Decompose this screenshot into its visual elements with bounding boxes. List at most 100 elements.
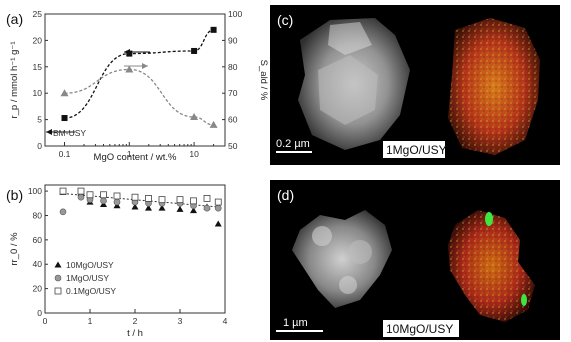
- data-point-square: [176, 196, 184, 204]
- data-point-triangle: [125, 65, 134, 73]
- data-point-square: [190, 197, 197, 205]
- series-a: [60, 26, 218, 128]
- data-point-triangle: [190, 207, 197, 214]
- y-tick-label: 100: [28, 186, 42, 196]
- data-point-triangle: [131, 203, 139, 210]
- sample-label-bg-c: [383, 141, 445, 158]
- data-point-circle: [203, 204, 211, 212]
- data-point-circle: [54, 274, 62, 282]
- y-tick-label: 0: [37, 141, 42, 151]
- micrograph-c-edx-map: [448, 18, 540, 155]
- left-ticks-a: 0 5 10 15 20 25: [33, 9, 48, 151]
- chart-b: (b) 0 20 40 60 80 100 0 1 2 3 4 10MgO/USY 1MgO/USY…: [6, 184, 228, 339]
- data-point-square: [191, 47, 198, 54]
- data-point-square: [59, 187, 67, 195]
- data-point-square: [54, 287, 62, 295]
- arrow-left-icon: [46, 129, 52, 135]
- data-point-square: [77, 187, 85, 195]
- xlabel-a: MgO content / wt.%: [94, 152, 177, 163]
- data-point-circle: [100, 197, 107, 205]
- sample-label-bg-d: [383, 320, 459, 337]
- ylabel-right-a: S_ald / %: [258, 60, 269, 101]
- panel-label-c: (c): [277, 12, 293, 28]
- y-tick-label: 80: [33, 210, 43, 220]
- legend-label: 10MgO/USY: [66, 260, 114, 270]
- data-point-triangle: [145, 204, 152, 211]
- y-right-tick-label: 70: [228, 88, 238, 98]
- data-point-square: [214, 198, 222, 206]
- panel-label-a: (a): [6, 11, 23, 27]
- x-tick-label: 2: [133, 316, 138, 326]
- x-tick-label: 4: [223, 316, 228, 326]
- data-point-square: [158, 196, 166, 204]
- x-ticks-b: 0 1 2 3 4: [43, 309, 228, 326]
- y-tick-label: 25: [33, 9, 43, 19]
- ylabel-left-a: r_p / mmol h⁻¹ g⁻¹: [9, 41, 20, 118]
- y-right-tick-label: 100: [228, 9, 242, 19]
- green-spot: [485, 212, 493, 226]
- legend-label: 0.1MgO/USY: [66, 286, 116, 296]
- data-point-square: [210, 26, 217, 33]
- scale-bar-label-c: 0.2 µm: [276, 138, 310, 150]
- arrow-right-icon: [142, 63, 148, 69]
- micrograph-d-stem: [292, 210, 392, 308]
- green-spot: [521, 294, 527, 306]
- data-point-circle: [214, 204, 222, 212]
- y-right-tick-label: 90: [228, 35, 238, 45]
- data-point-triangle: [214, 220, 222, 227]
- legend-b: 10MgO/USY 1MgO/USY 0.1MgO/USY: [54, 260, 116, 296]
- y-tick-label: 10: [33, 88, 43, 98]
- panel-label-b: (b): [6, 187, 23, 203]
- series-b: [59, 187, 222, 227]
- xlabel-b: t / h: [127, 328, 143, 339]
- data-point-square: [203, 195, 211, 202]
- sample-label-c: 1MgO/USY: [386, 143, 447, 157]
- y-tick-label: 60: [33, 235, 43, 245]
- data-point-circle: [113, 198, 121, 206]
- x-ticks-a: 0.1 1 10: [59, 142, 215, 159]
- annotation-label: BM-USY: [53, 128, 86, 138]
- data-point-triangle: [176, 205, 184, 212]
- series-line: [64, 68, 214, 126]
- x-tick-label: 3: [178, 316, 183, 326]
- micrograph-c: (c) 0.2 µm 1MgO/USY: [270, 5, 560, 165]
- y-tick-label: 15: [33, 62, 43, 72]
- micrograph-d: (d) 1 µm 10MgO/USY: [270, 180, 560, 340]
- y-ticks-b: 0 20 40 60 80 100: [28, 186, 48, 318]
- data-point-triangle: [54, 261, 62, 268]
- y-tick-label: 0: [37, 308, 42, 318]
- data-point-triangle: [190, 112, 199, 120]
- legend-label: 1MgO/USY: [66, 273, 109, 283]
- data-point-circle: [77, 193, 85, 201]
- bm-usy-annotation: BM-USY: [46, 128, 86, 138]
- y-right-tick-label: 80: [228, 62, 238, 72]
- x-tick-label: 10: [189, 149, 199, 159]
- data-point-triangle: [60, 89, 69, 97]
- right-ticks-a: 50 60 70 80 90 100: [222, 9, 242, 151]
- x-tick-label: 1: [127, 149, 132, 159]
- y-right-tick-label: 50: [228, 141, 238, 151]
- sample-label-d: 10MgO/USY: [386, 322, 453, 336]
- data-point-square: [113, 192, 121, 200]
- x-tick-label: 0.1: [59, 149, 71, 159]
- data-point-square: [100, 191, 107, 199]
- data-point-square: [86, 191, 94, 199]
- y-tick-label: 20: [33, 284, 43, 294]
- axes-frame-a: [44, 13, 226, 147]
- data-point-square: [131, 193, 139, 201]
- y-tick-label: 40: [33, 259, 43, 269]
- data-point-triangle: [209, 120, 218, 128]
- arrow-left-icon: [124, 49, 130, 55]
- ylabel-b: rr_0 / %: [9, 232, 20, 266]
- chart-a: (a) 0 5 10 15 20 25 50 60 70 80 90 100 0.1 1 10 BM-U…: [6, 9, 269, 163]
- series-line: [64, 29, 214, 119]
- y-tick-label: 20: [33, 35, 43, 45]
- micrograph-c-stem: [298, 18, 410, 150]
- y-tick-label: 5: [37, 115, 42, 125]
- y-right-tick-label: 60: [228, 115, 238, 125]
- data-point-square: [61, 115, 68, 122]
- data-point-triangle: [158, 204, 166, 211]
- axis-direction-arrows: [124, 49, 150, 69]
- data-point-circle: [59, 208, 67, 216]
- panel-label-d: (d): [277, 187, 294, 203]
